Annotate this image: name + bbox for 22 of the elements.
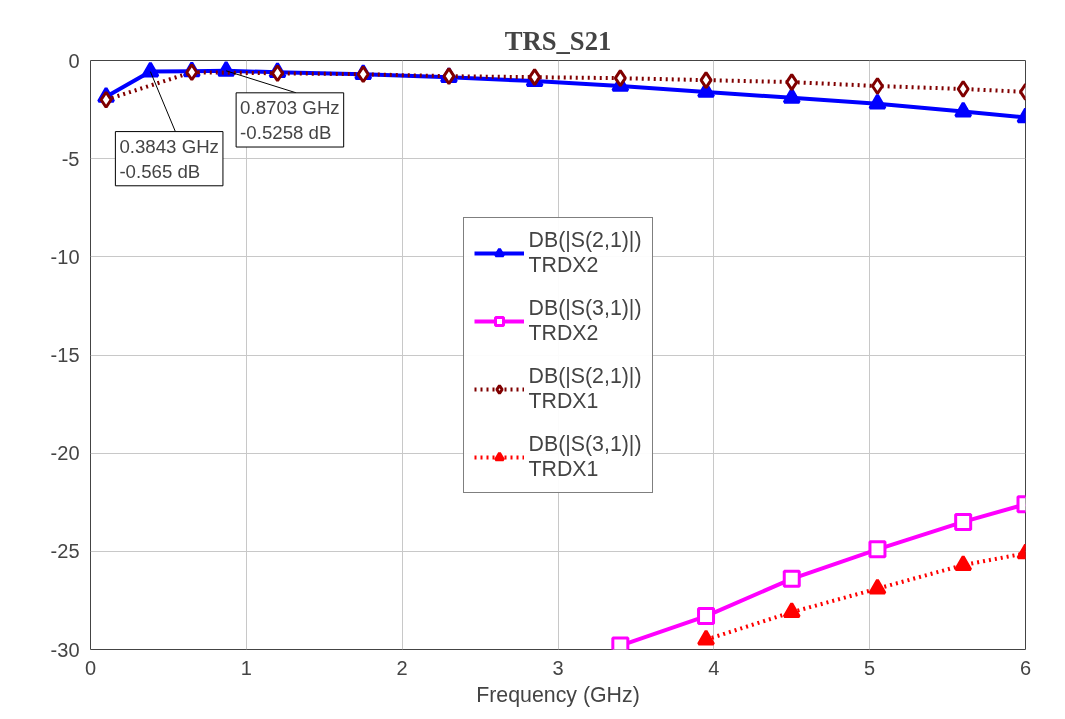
chart-title: TRS_S21: [504, 25, 612, 56]
x-tick-label: 6: [1019, 656, 1032, 679]
y-tick-label: -10: [50, 245, 80, 268]
annotation: 0.8703 GHz -0.5258 dB: [240, 96, 340, 144]
y-tick-label: -15: [50, 344, 80, 366]
y-tick-label: -25: [50, 540, 80, 563]
legend-label: DB(|S(2,1)|) TRDX2: [528, 227, 642, 278]
x-tick-label: 2: [396, 656, 408, 679]
x-tick-label: 1: [240, 656, 252, 679]
y-tick-label: -30: [50, 638, 80, 661]
legend-label: DB(|S(3,1)|) TRDX2: [528, 295, 642, 346]
x-axis-title: Frequency (GHz): [476, 682, 640, 707]
legend-label: DB(|S(2,1)|) TRDX1: [528, 363, 642, 414]
legend-label: DB(|S(3,1)|) TRDX1: [528, 431, 642, 482]
y-tick-label: 0: [68, 49, 80, 72]
annotation: 0.3843 GHz -0.565 dB: [119, 135, 219, 182]
y-tick-label: -5: [61, 147, 80, 170]
x-tick-label: 0: [84, 656, 97, 679]
x-tick-label: 3: [552, 656, 564, 679]
x-tick-label: 4: [708, 656, 720, 679]
x-tick-label: 5: [864, 656, 876, 679]
y-tick-label: -20: [50, 442, 80, 465]
